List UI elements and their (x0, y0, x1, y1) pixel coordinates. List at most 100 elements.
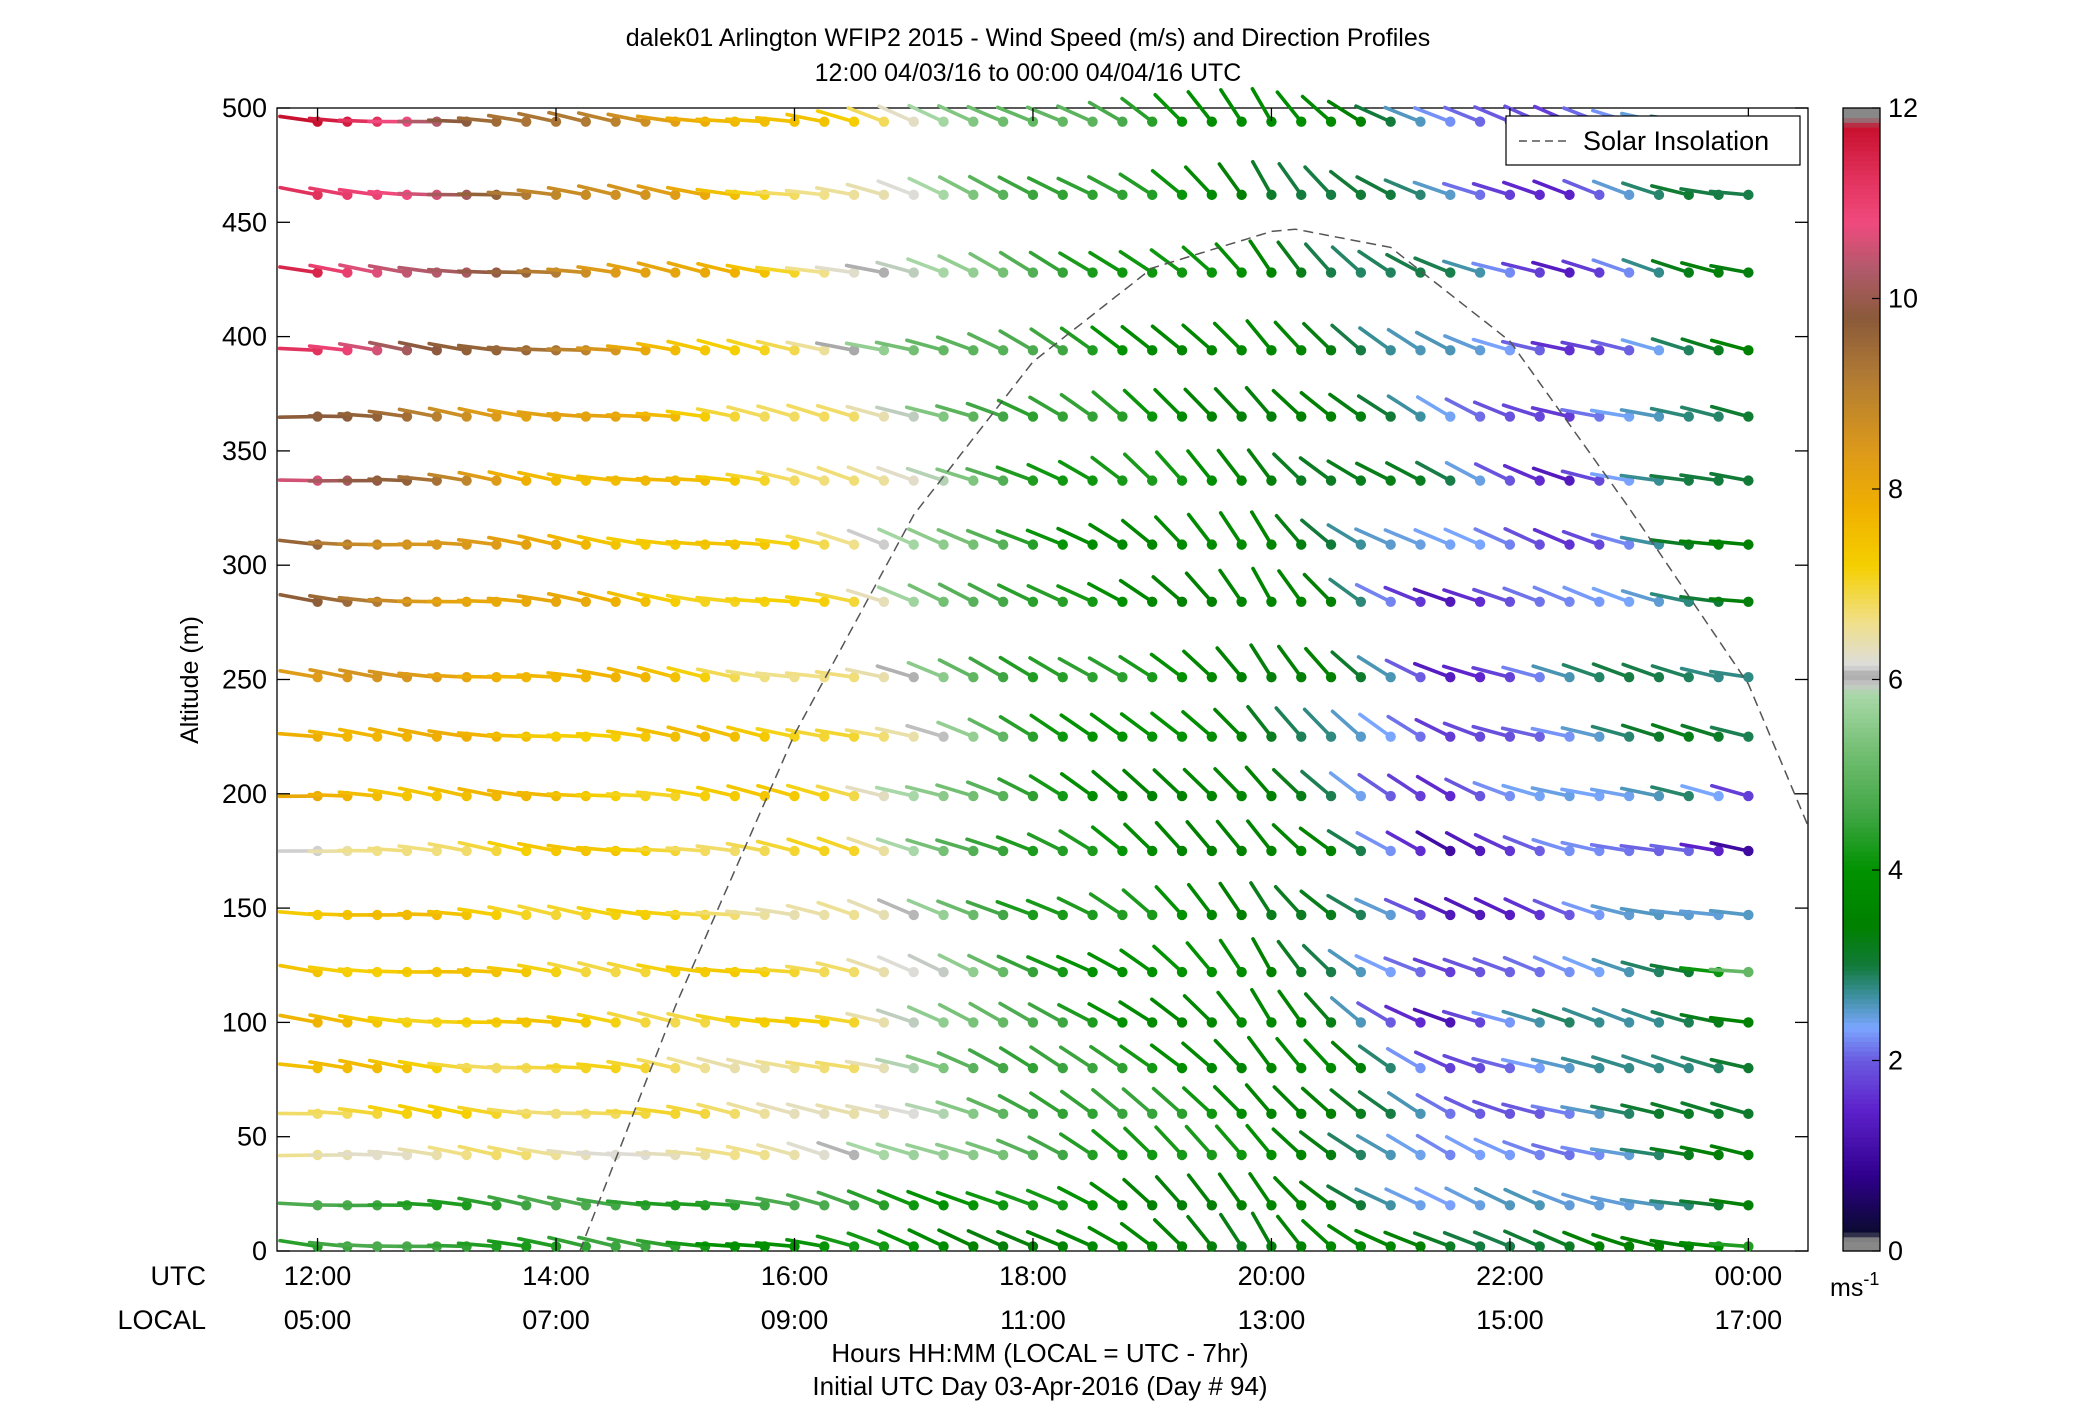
wind-barb-dot (1594, 475, 1605, 486)
colorbar-segment (1843, 1160, 1880, 1166)
chart-subtitle: 12:00 04/03/16 to 00:00 04/04/16 UTC (815, 59, 1242, 87)
wind-barb-dot (1176, 411, 1188, 422)
wind-barb-stick (1218, 938, 1244, 974)
wind-barb-stick (786, 837, 827, 853)
wind-barb-stick (456, 1241, 499, 1249)
wind-barb-stick (547, 961, 588, 974)
wind-barb-stick (665, 1240, 707, 1249)
wind-barb-dot (878, 790, 890, 802)
wind-barb-stick (816, 1190, 856, 1208)
y-tick-label: 200 (222, 779, 267, 809)
wind-barb-stick (1386, 327, 1423, 353)
wind-barb-dot (789, 845, 800, 857)
wind-barb-dot (1176, 1149, 1188, 1161)
wind-barb-stick (1501, 665, 1542, 680)
wind-barb-dot (1296, 845, 1307, 857)
wind-barb-stick (1274, 706, 1304, 739)
wind-barb-stick (1471, 337, 1512, 353)
wind-barb-dot (610, 189, 621, 201)
wind-barb-stick (1250, 1211, 1274, 1249)
wind-barb-stick (906, 1189, 946, 1208)
wind-barb-dot (878, 1017, 890, 1028)
y-tick-label: 350 (222, 436, 267, 466)
wind-barb-stick (816, 900, 856, 917)
wind-barb-dot (1683, 1149, 1694, 1161)
legend: Solar Insolation (1505, 115, 1801, 166)
wind-barb-stick (695, 117, 737, 124)
colorbar-segment (1843, 408, 1880, 414)
colorbar-segment (1843, 384, 1880, 390)
wind-barb-dot (819, 475, 830, 486)
wind-barb-dot (1653, 1017, 1665, 1028)
wind-barb-dot (1504, 1017, 1516, 1028)
wind-barb-dot (759, 475, 770, 486)
wind-barb-dot (312, 1062, 323, 1074)
wind-barb-stick (935, 838, 976, 853)
colorbar-segment (1843, 222, 1880, 228)
wind-barb-stick (1330, 1040, 1363, 1070)
wind-barb-stick (1121, 1087, 1154, 1116)
wind-barb-dot (1683, 845, 1694, 857)
wind-barb-stick (1708, 189, 1751, 197)
colorbar-segment (1843, 579, 1880, 585)
wind-barb-dot (1743, 539, 1754, 550)
colorbar-segment (1843, 779, 1880, 785)
colorbar-segment (1843, 841, 1880, 847)
wind-barb-stick (1386, 1091, 1423, 1116)
wind-barb-stick (1649, 843, 1691, 853)
colorbar-segment (1843, 1193, 1880, 1200)
wind-barb-stick (966, 104, 1005, 124)
y-tick-label: 500 (222, 93, 267, 123)
wind-barb-stick (967, 953, 1005, 974)
wind-barb-dot (1057, 672, 1068, 683)
colorbar-segment (1843, 984, 1880, 990)
wind-barb-stick (1058, 829, 1095, 853)
wind-barb-stick (1561, 259, 1602, 275)
wind-barb-stick (815, 1103, 856, 1116)
wind-barb-dot (1564, 1108, 1575, 1120)
wind-barb-stick (1186, 512, 1214, 547)
wind-barb-stick (427, 1104, 469, 1116)
wind-barb-dot (1713, 731, 1724, 742)
wind-barb-stick (1619, 473, 1661, 483)
wind-barb-dot (908, 411, 919, 422)
wind-barb-stick (1122, 388, 1154, 419)
wind-barb-stick (786, 467, 827, 483)
wind-barb-dot (491, 909, 502, 921)
wind-barb-dot (1325, 189, 1337, 201)
colorbar-segment (1843, 655, 1880, 662)
wind-barb-stick (1329, 1088, 1363, 1116)
wind-barb-dot (1176, 116, 1188, 127)
local-row-label: LOCAL (117, 1305, 206, 1335)
wind-barb-stick (1412, 1231, 1453, 1249)
colorbar-segment (1843, 950, 1880, 957)
wind-barb-dot (1594, 1108, 1605, 1120)
wind-barb-stick (1678, 1240, 1721, 1249)
wind-barb-dot (1087, 475, 1098, 486)
wind-barb-dot (938, 966, 949, 978)
wind-barb-dot (878, 475, 890, 486)
wind-barb-stick (907, 1228, 946, 1249)
wind-barb-dot (1594, 790, 1605, 802)
wind-barb-dot (1504, 1108, 1516, 1120)
wind-barb-stick (1413, 256, 1453, 275)
wind-barb-stick (1154, 885, 1184, 917)
wind-barb-dot (1713, 345, 1724, 356)
wind-barb-stick (1502, 955, 1542, 974)
wind-barb-stick (1649, 538, 1691, 547)
wind-barb-stick (995, 1190, 1035, 1208)
wind-barb-stick (666, 725, 707, 739)
wind-barb-stick (1709, 471, 1751, 483)
y-tick-label: 100 (222, 1007, 267, 1037)
wind-barb-dot (1206, 116, 1218, 127)
wind-barb-dot (1325, 909, 1337, 921)
wind-barb-stick (1560, 469, 1602, 483)
wind-barb-stick (367, 1149, 409, 1157)
wind-barb-stick (457, 907, 499, 917)
wind-barb-dot (1385, 411, 1396, 422)
wind-barb-stick (367, 340, 409, 353)
wind-barb-stick (1330, 245, 1363, 275)
wind-barb-dot (1564, 1241, 1575, 1252)
wind-barb-stick (875, 1008, 916, 1025)
colorbar-segment (1843, 693, 1880, 700)
